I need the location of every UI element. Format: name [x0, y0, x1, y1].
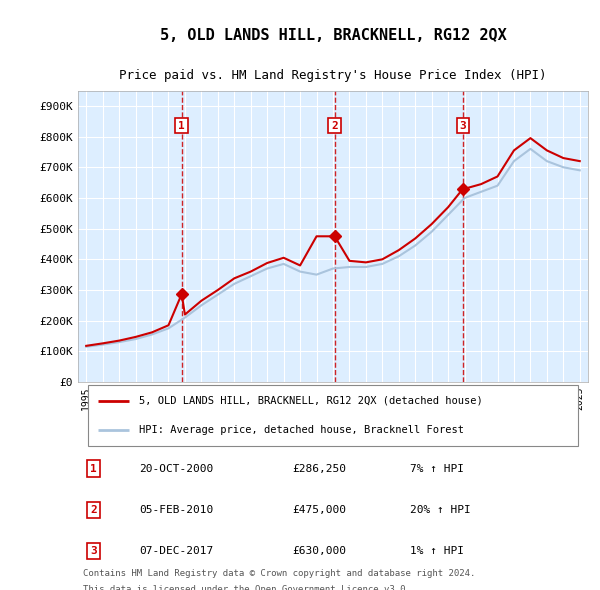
Text: 20% ↑ HPI: 20% ↑ HPI — [409, 505, 470, 515]
Text: 1% ↑ HPI: 1% ↑ HPI — [409, 546, 464, 556]
Text: 3: 3 — [90, 546, 97, 556]
Text: 2: 2 — [331, 120, 338, 130]
Text: 05-FEB-2010: 05-FEB-2010 — [139, 505, 214, 515]
Text: Contains HM Land Registry data © Crown copyright and database right 2024.: Contains HM Land Registry data © Crown c… — [83, 569, 475, 578]
Text: 1: 1 — [90, 464, 97, 474]
Text: HPI: Average price, detached house, Bracknell Forest: HPI: Average price, detached house, Brac… — [139, 425, 464, 435]
Text: 3: 3 — [460, 120, 466, 130]
Text: 20-OCT-2000: 20-OCT-2000 — [139, 464, 214, 474]
FancyBboxPatch shape — [88, 385, 578, 446]
Text: 5, OLD LANDS HILL, BRACKNELL, RG12 2QX: 5, OLD LANDS HILL, BRACKNELL, RG12 2QX — [160, 28, 506, 44]
Text: 2: 2 — [90, 505, 97, 515]
Text: This data is licensed under the Open Government Licence v3.0.: This data is licensed under the Open Gov… — [83, 585, 411, 590]
Text: £630,000: £630,000 — [292, 546, 346, 556]
Text: £475,000: £475,000 — [292, 505, 346, 515]
Text: 1: 1 — [178, 120, 185, 130]
Text: 5, OLD LANDS HILL, BRACKNELL, RG12 2QX (detached house): 5, OLD LANDS HILL, BRACKNELL, RG12 2QX (… — [139, 396, 483, 406]
Text: 07-DEC-2017: 07-DEC-2017 — [139, 546, 214, 556]
Text: 7% ↑ HPI: 7% ↑ HPI — [409, 464, 464, 474]
Text: £286,250: £286,250 — [292, 464, 346, 474]
Text: Price paid vs. HM Land Registry's House Price Index (HPI): Price paid vs. HM Land Registry's House … — [119, 70, 547, 83]
